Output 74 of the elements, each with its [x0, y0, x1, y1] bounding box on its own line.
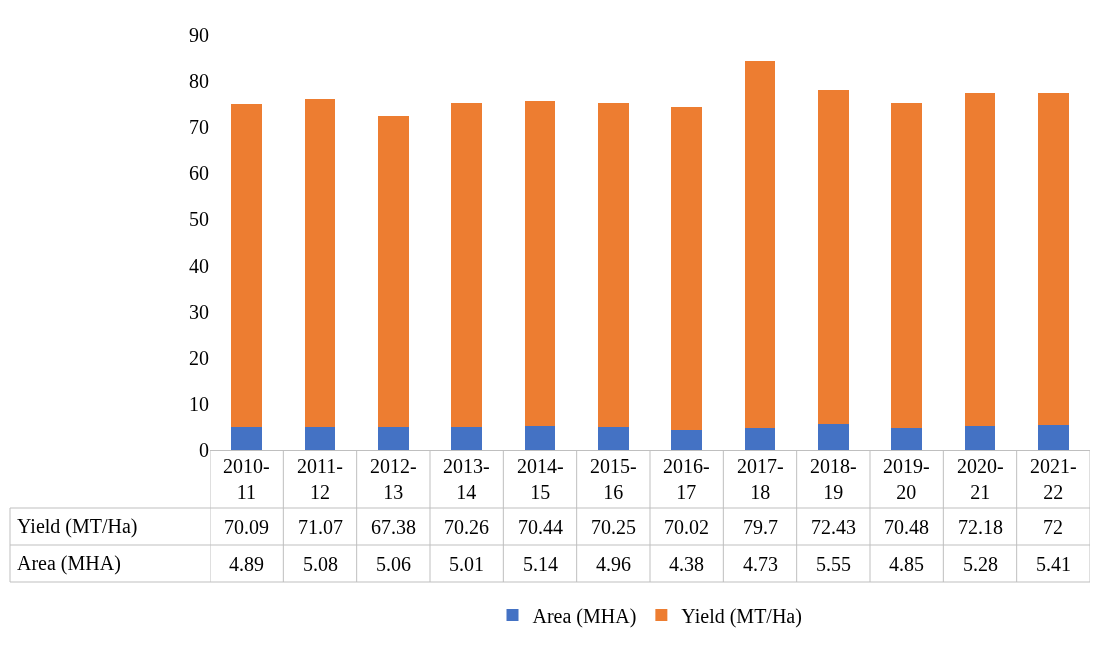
legend-label: Yield (MT/Ha) [681, 604, 802, 628]
bar [597, 427, 629, 450]
bar [817, 424, 849, 450]
y-tick-label: 20 [189, 346, 209, 369]
bar [671, 106, 703, 430]
data-label: 5.06 [376, 553, 411, 575]
bar [671, 429, 703, 450]
y-tick-label: 60 [189, 162, 209, 185]
data-label: 70.44 [518, 516, 563, 538]
bar [377, 426, 409, 450]
x-tick-label: 2021-22 [1030, 455, 1077, 503]
bar [744, 60, 776, 429]
bar [451, 102, 483, 427]
data-label: 4.73 [743, 553, 778, 575]
data-label: 4.89 [229, 553, 264, 575]
y-tick-label: 80 [189, 70, 209, 93]
data-label: 79.7 [743, 516, 778, 538]
bar [1037, 93, 1069, 426]
x-tick-label: 2016-17 [663, 455, 710, 503]
data-label: 70.02 [664, 516, 709, 538]
bar [964, 92, 996, 426]
bar [231, 427, 263, 450]
data-label: 5.41 [1036, 553, 1071, 575]
x-tick-label: 2017-18 [737, 455, 784, 503]
x-tick-label: 2012-13 [370, 455, 417, 503]
y-tick-label: 70 [189, 116, 209, 139]
bar [964, 425, 996, 450]
bar [891, 102, 923, 428]
x-tick-label: 2014-15 [517, 455, 564, 503]
x-tick-label: 2018-19 [810, 455, 857, 503]
x-tick-label: 2015-16 [590, 455, 637, 503]
bar [817, 90, 849, 425]
bar [304, 98, 336, 427]
data-label: 5.28 [963, 553, 998, 575]
data-label: 4.85 [889, 553, 924, 575]
bar [451, 426, 483, 450]
data-label: 67.38 [371, 516, 416, 538]
text: Area (MHA) [17, 552, 121, 574]
data-label: 72.18 [958, 516, 1003, 538]
y-tick-label: 50 [189, 208, 209, 231]
data-label: 70.48 [884, 516, 929, 538]
legend-label: Area (MHA) [532, 604, 637, 628]
bar [377, 115, 409, 427]
data-label: 5.01 [449, 553, 484, 575]
bar [744, 428, 776, 450]
y-tick-label: 90 [189, 24, 209, 46]
bar [231, 104, 263, 428]
data-label: 4.96 [596, 553, 631, 575]
bar [524, 426, 556, 450]
y-tick-label: 10 [189, 392, 209, 415]
x-tick-label: 2011-12 [297, 455, 343, 503]
y-tick-label: 40 [189, 254, 209, 277]
bar [1037, 425, 1069, 450]
bar [304, 426, 336, 450]
data-label: 5.55 [816, 553, 851, 575]
data-label: 4.38 [669, 553, 704, 575]
data-label: 72.43 [811, 516, 856, 538]
data-label: 5.08 [303, 553, 338, 575]
x-tick-label: 2010-11 [223, 455, 270, 503]
data-label: 5.14 [523, 553, 558, 575]
x-tick-label: 2020-21 [957, 455, 1004, 503]
bar [524, 101, 556, 427]
bar [891, 427, 923, 450]
x-tick-label: 2013-14 [443, 455, 490, 503]
data-label: 70.09 [224, 516, 269, 538]
x-tick-label: 2019-20 [883, 455, 930, 503]
text: Yield (MT/Ha) [17, 515, 138, 537]
data-label: 72 [1043, 516, 1063, 538]
data-label: 70.25 [591, 516, 636, 538]
y-tick-label: 0 [199, 439, 209, 461]
data-label: 71.07 [298, 516, 343, 538]
bar [597, 103, 629, 428]
data-label: 70.26 [444, 516, 489, 538]
y-tick-label: 30 [189, 300, 209, 323]
